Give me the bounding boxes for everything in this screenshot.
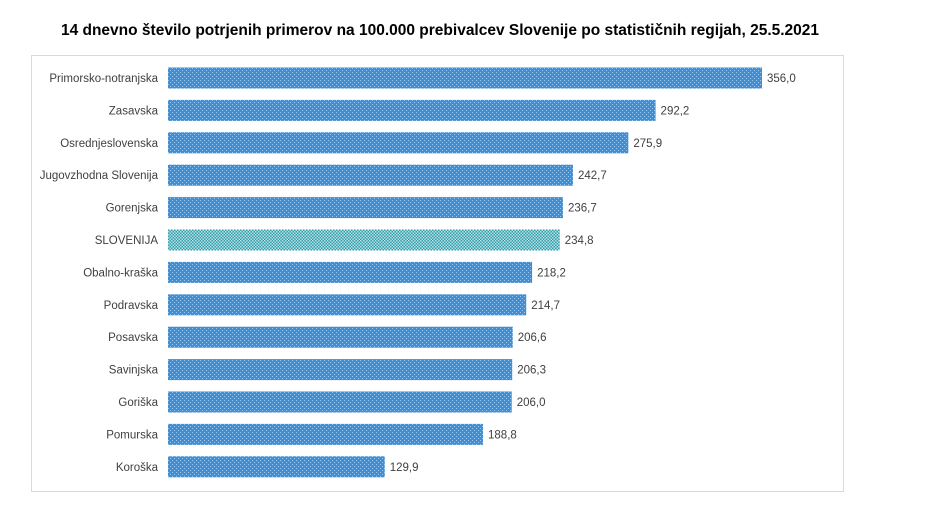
- bar: [168, 197, 563, 219]
- bar-row: Savinjska 206,3: [109, 359, 546, 381]
- bar-row: Pomurska 188,8: [106, 423, 517, 445]
- bar: [168, 261, 533, 283]
- category-label: Gorenjska: [106, 203, 159, 215]
- value-label: 275,9: [633, 138, 662, 150]
- bar: [168, 132, 629, 154]
- bar-row: Osrednjeslovenska 275,9: [60, 132, 662, 154]
- bar: [168, 99, 656, 121]
- category-label: Posavska: [108, 332, 158, 344]
- bar-row: Koroška 129,9: [116, 456, 419, 478]
- category-label: Jugovzhodna Slovenija: [40, 170, 159, 182]
- bar-row: Gorenjska 236,7: [106, 197, 597, 219]
- bar-highlight: [168, 229, 560, 251]
- bar-row: Zasavska 292,2: [109, 99, 690, 121]
- category-label: Goriška: [118, 397, 158, 409]
- value-label: 234,8: [565, 235, 594, 247]
- value-label: 206,6: [518, 332, 547, 344]
- chart-title: 14 dnevno število potrjenih primerov na …: [60, 22, 820, 39]
- value-label: 188,8: [488, 429, 517, 441]
- value-label: 214,7: [531, 300, 560, 312]
- bar: [168, 164, 573, 186]
- bar: [168, 359, 513, 381]
- category-label: Koroška: [116, 462, 159, 474]
- bar: [168, 456, 385, 478]
- value-label: 356,0: [767, 73, 796, 85]
- value-label: 206,0: [517, 397, 546, 409]
- bar-row: Goriška 206,0: [118, 391, 546, 413]
- bar-row: Primorsko-notranjska 356,0: [49, 67, 796, 89]
- bar: [168, 67, 762, 89]
- category-label: Zasavska: [109, 105, 159, 117]
- bar: [168, 326, 513, 348]
- value-label: 129,9: [390, 462, 419, 474]
- bar: [168, 294, 527, 316]
- category-label: Pomurska: [106, 429, 158, 441]
- bar-row: Podravska 214,7: [104, 294, 560, 316]
- category-label: Primorsko-notranjska: [49, 73, 158, 85]
- value-label: 242,7: [578, 170, 607, 182]
- category-label: Obalno-kraška: [83, 267, 158, 279]
- category-label: Savinjska: [109, 365, 159, 377]
- category-label: Podravska: [104, 300, 159, 312]
- bar-row: SLOVENIJA 234,8: [95, 229, 594, 251]
- bar-row: Posavska 206,6: [108, 326, 547, 348]
- plot-area-frame: [31, 55, 844, 492]
- bar: [168, 391, 512, 413]
- value-label: 292,2: [661, 105, 690, 117]
- category-label: Osrednjeslovenska: [60, 138, 158, 150]
- bar-row: Obalno-kraška 218,2: [83, 261, 566, 283]
- value-label: 236,7: [568, 203, 597, 215]
- value-label: 218,2: [537, 267, 566, 279]
- bar-row: Jugovzhodna Slovenija 242,7: [40, 164, 607, 186]
- value-label: 206,3: [517, 365, 546, 377]
- bar: [168, 423, 484, 445]
- category-label: SLOVENIJA: [95, 235, 159, 247]
